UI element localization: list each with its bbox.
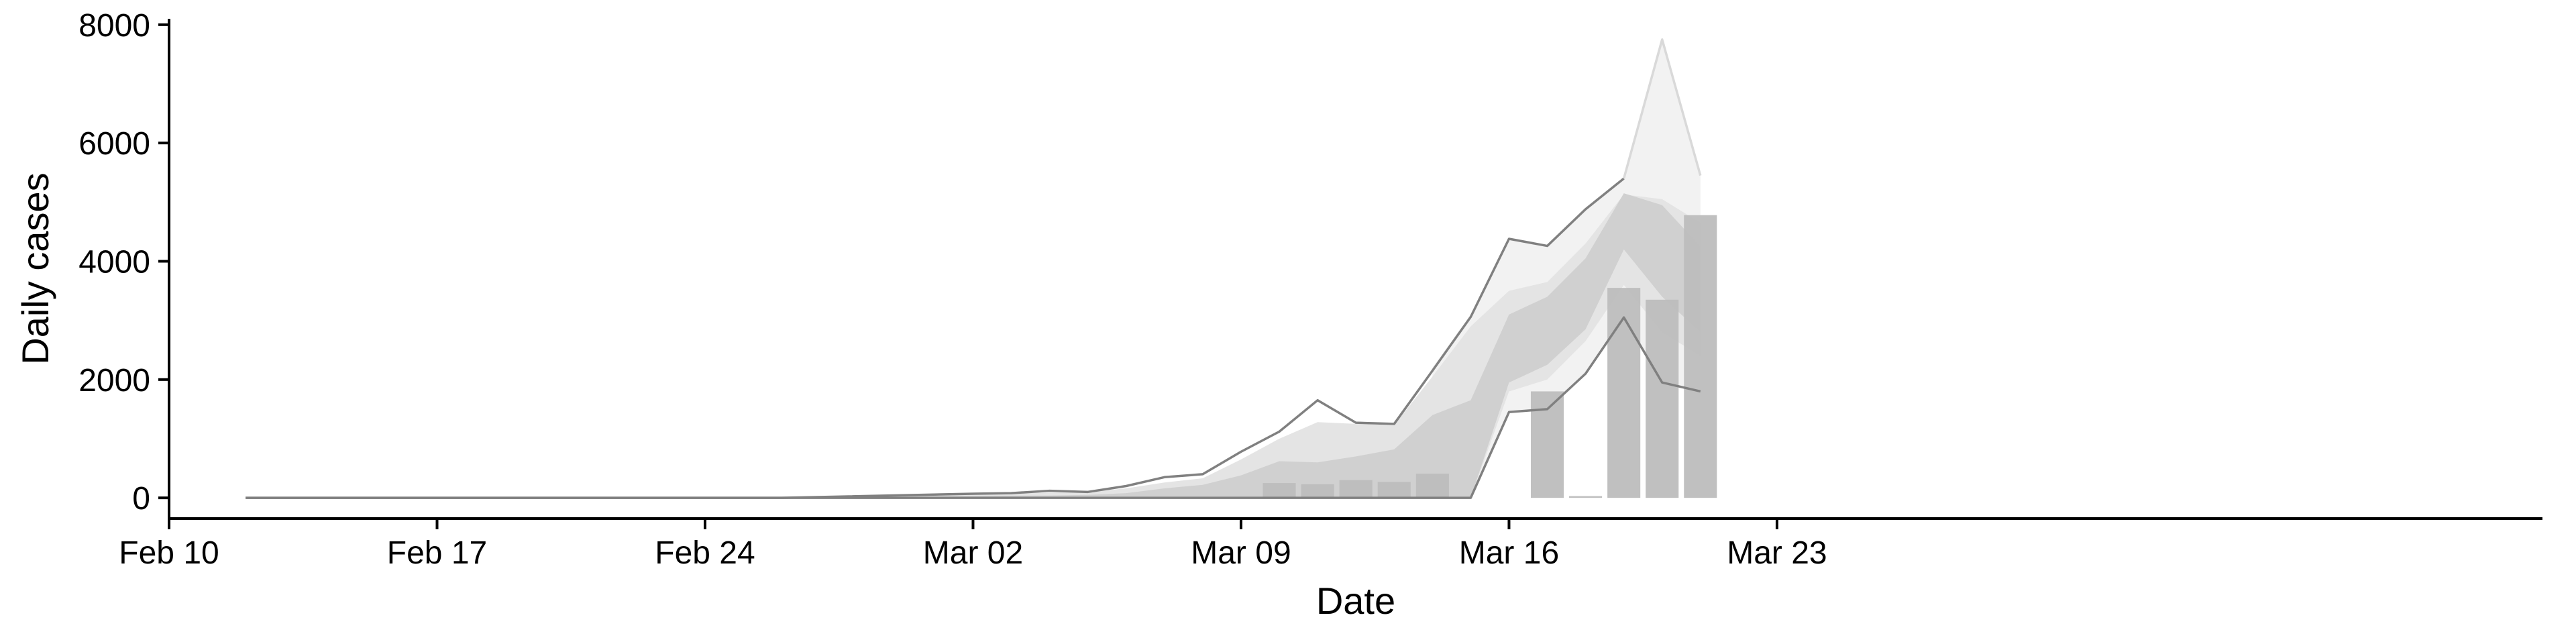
bar — [1684, 215, 1717, 498]
uncertainty-bands — [246, 39, 1701, 498]
line-upper — [246, 177, 1625, 499]
y-tick-label: 6000 — [78, 126, 150, 162]
x-tick-label: Feb 10 — [119, 535, 219, 571]
line-lower — [246, 316, 1701, 499]
bar — [1301, 484, 1334, 498]
bar — [1263, 483, 1296, 498]
x-axis-title: Date — [1316, 580, 1395, 622]
x-tick-label: Mar 23 — [1727, 535, 1827, 571]
bar — [1530, 391, 1564, 498]
y-tick-label: 4000 — [78, 244, 150, 280]
axes — [168, 19, 2542, 520]
y-ticks: 0 2000 4000 6000 8000 — [78, 8, 169, 517]
bar — [1377, 482, 1411, 498]
bar — [1646, 299, 1679, 498]
bars-group — [1263, 215, 1717, 498]
x-tick-label: Mar 02 — [923, 535, 1023, 571]
line-outer-upper — [1622, 38, 1702, 179]
y-tick-label: 2000 — [78, 363, 150, 398]
bar — [1415, 473, 1449, 498]
y-tick-label: 0 — [132, 481, 150, 517]
x-ticks: Feb 10 Feb 17 Feb 24 Mar 02 Mar 09 Mar 16 Mar … — [119, 519, 1827, 571]
y-tick-label: 8000 — [78, 8, 150, 44]
bar — [1339, 480, 1373, 498]
band-lines — [246, 38, 1702, 499]
x-tick-label: Mar 16 — [1459, 535, 1559, 571]
y-axis-title: Daily cases — [14, 172, 56, 364]
x-tick-label: Feb 17 — [387, 535, 487, 571]
bar — [1569, 496, 1603, 498]
bar — [1607, 288, 1641, 498]
x-tick-label: Feb 24 — [655, 535, 755, 571]
x-tick-label: Mar 09 — [1191, 535, 1291, 571]
